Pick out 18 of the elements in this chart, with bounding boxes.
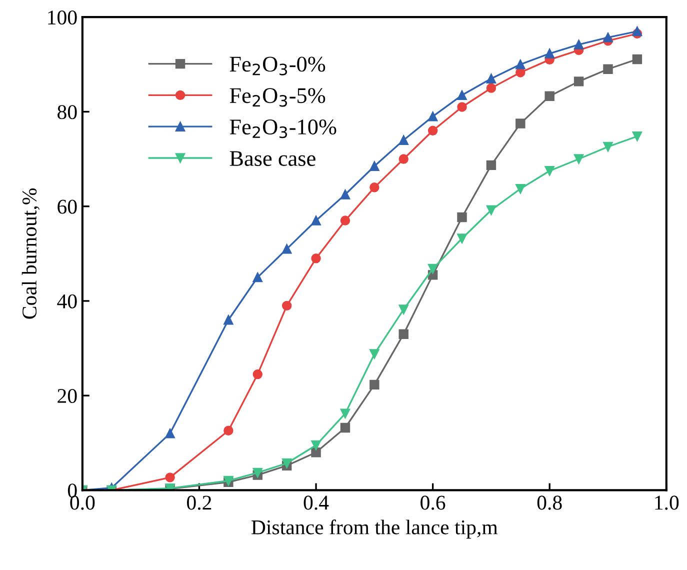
y-tick-label: 40 [57,294,77,308]
x-tick-label: 0.4 [304,496,329,510]
legend-label: Fe$_{2}$O$_{3}$-0% [230,56,326,76]
x-tick-label: 0.2 [187,496,212,510]
y-tick-label: 60 [58,200,77,214]
x-tick-label: 0.6 [420,496,446,510]
x-axis-title: Distance from the lance tip,m [252,520,498,539]
y-tick-label: 0 [68,484,77,498]
y-axis-title: Coal burnout,% [22,188,40,319]
x-tick-label: 0.8 [537,496,562,510]
legend-label: Base case [230,151,316,166]
y-tick-label: 100 [48,10,77,25]
legend-label: Fe$_{2}$O$_{3}$-5% [230,88,326,107]
x-tick-label: 1.0 [655,496,679,510]
y-tick-label: 80 [58,105,77,120]
x-tick-label: 0.0 [70,496,95,510]
legend-label: Fe$_{2}$O$_{3}$-10% [230,119,336,138]
y-tick-label: 20 [58,388,77,404]
